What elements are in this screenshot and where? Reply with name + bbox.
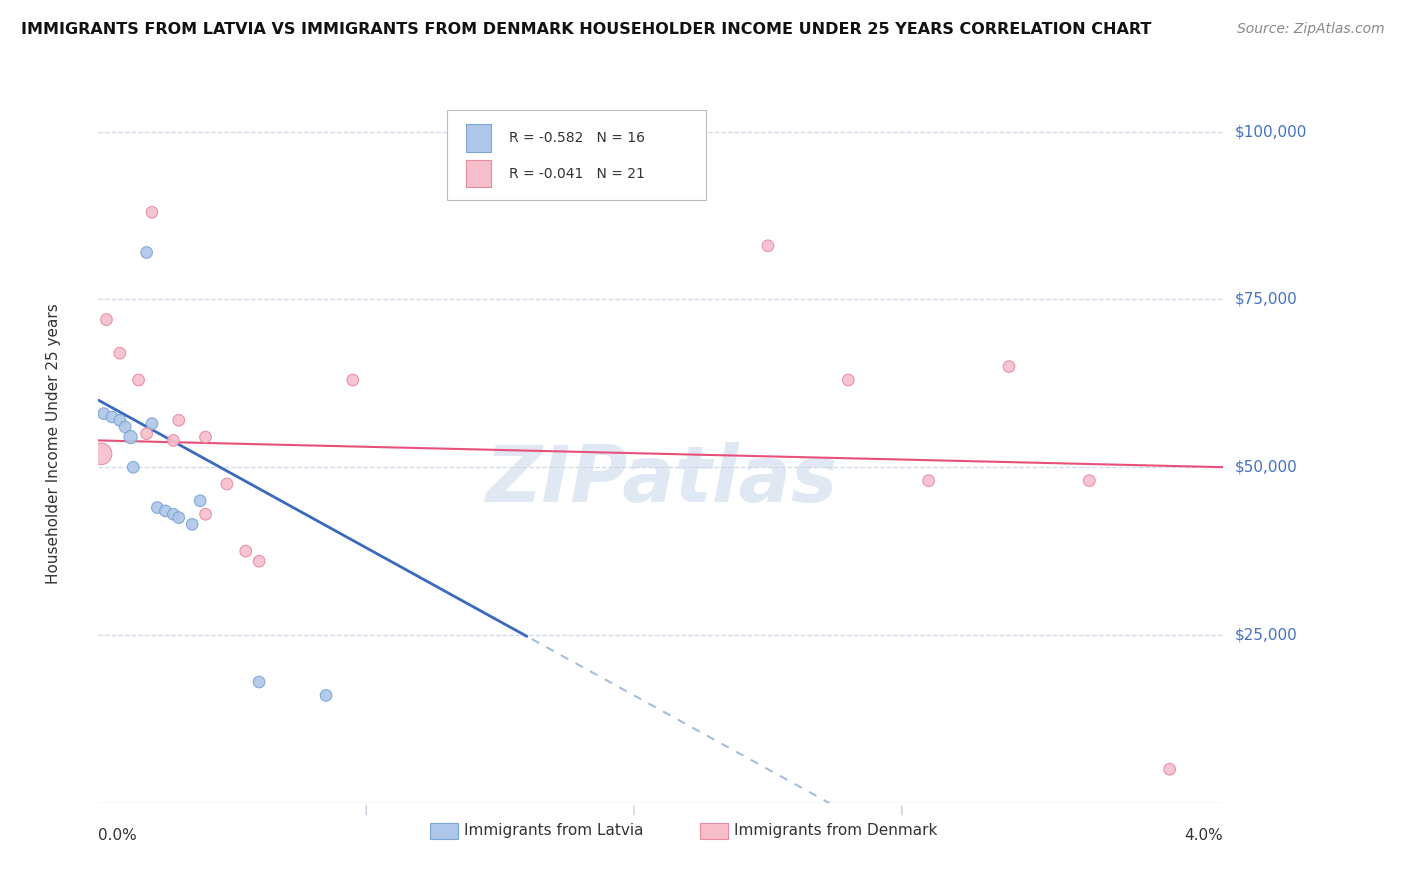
Text: R = -0.041   N = 21: R = -0.041 N = 21 (509, 167, 645, 181)
Bar (467, 161, 491, 187)
Bar (430, 823, 458, 838)
Bar (467, 124, 491, 152)
Point (122, 460, 145, 475)
Point (167, 510, 190, 524)
Text: ZIPatlas: ZIPatlas (485, 442, 837, 517)
Point (135, 426, 157, 441)
Point (128, 373, 150, 387)
Text: 4.0%: 4.0% (1184, 828, 1223, 843)
Text: IMMIGRANTS FROM LATVIA VS IMMIGRANTS FROM DENMARK HOUSEHOLDER INCOME UNDER 25 YE: IMMIGRANTS FROM LATVIA VS IMMIGRANTS FRO… (21, 22, 1152, 37)
Point (141, 417, 163, 431)
Point (1078, 474, 1101, 488)
Point (167, 413, 190, 427)
Point (93, 407, 115, 421)
Text: Immigrants from Latvia: Immigrants from Latvia (464, 823, 644, 838)
Point (90, 447, 112, 461)
Point (141, 205, 163, 219)
Point (1159, 762, 1181, 776)
Point (101, 409, 124, 424)
Point (146, 500, 169, 515)
Point (108, 413, 131, 427)
Point (342, 373, 364, 387)
Point (247, 554, 270, 568)
Text: $75,000: $75,000 (1234, 292, 1298, 307)
Point (108, 346, 131, 360)
Text: Householder Income Under 25 years: Householder Income Under 25 years (46, 303, 60, 584)
Text: R = -0.582   N = 16: R = -0.582 N = 16 (509, 131, 645, 145)
Point (837, 373, 859, 387)
Point (194, 430, 217, 444)
Point (162, 507, 184, 521)
Point (181, 517, 204, 532)
Bar (700, 823, 728, 838)
Point (162, 434, 184, 448)
Point (756, 239, 779, 253)
Point (96, 312, 118, 326)
Point (235, 544, 257, 558)
Point (188, 493, 211, 508)
Point (155, 504, 177, 518)
Point (247, 675, 270, 690)
Point (114, 420, 136, 434)
Point (315, 689, 337, 703)
Text: $50,000: $50,000 (1234, 459, 1298, 475)
Point (623, 185, 645, 199)
Point (917, 474, 939, 488)
Text: $25,000: $25,000 (1234, 628, 1298, 642)
Text: $100,000: $100,000 (1234, 124, 1306, 139)
Point (194, 507, 217, 521)
Text: 0.0%: 0.0% (98, 828, 138, 843)
FancyBboxPatch shape (447, 110, 706, 200)
Point (215, 477, 238, 491)
Point (135, 245, 157, 260)
Text: Immigrants from Denmark: Immigrants from Denmark (734, 823, 938, 838)
Point (998, 359, 1021, 374)
Point (120, 430, 142, 444)
Text: Source: ZipAtlas.com: Source: ZipAtlas.com (1237, 22, 1385, 37)
